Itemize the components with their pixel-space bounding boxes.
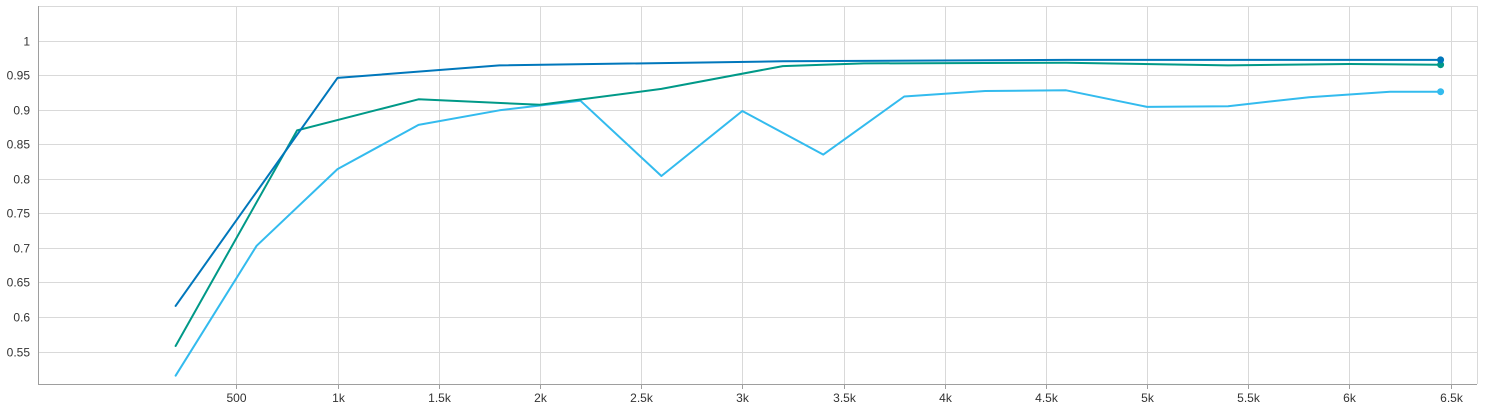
y-tick-label: 0.9 [13,104,30,118]
series-end-point-1[interactable] [1437,61,1445,69]
grid [38,6,1478,384]
y-tick-label: 0.55 [7,346,31,360]
y-tick-label: 0.6 [13,311,30,325]
x-tick-label: 5.5k [1237,391,1261,405]
x-tick-label: 4k [939,391,953,405]
x-tick-label: 6.5k [1440,391,1464,405]
x-tick-label: 3.5k [833,391,857,405]
series-line-1 [174,61,1442,347]
series-line-2 [174,89,1442,377]
y-tick-label: 0.95 [7,69,31,83]
x-tick-label: 4.5k [1035,391,1059,405]
axes [38,6,1477,389]
y-tick-label: 0.75 [7,207,31,221]
y-tick-label: 0.85 [7,138,31,152]
x-tick-label: 1k [332,391,346,405]
x-tick-label: 500 [226,391,246,405]
x-tick-label: 2k [534,391,548,405]
series-line-0 [174,58,1442,307]
y-tick-label: 0.8 [13,173,30,187]
x-tick-label: 1.5k [428,391,452,405]
y-tick-label: 0.65 [7,276,31,290]
y-tick-label: 1 [23,35,30,49]
series-end-point-2[interactable] [1437,88,1445,96]
x-tick-label: 3k [736,391,750,405]
y-tick-label: 0.7 [13,242,30,256]
x-tick-label: 2.5k [630,391,654,405]
x-tick-label: 6k [1343,391,1357,405]
series-layer [174,56,1445,377]
x-tick-label: 5k [1141,391,1155,405]
series-end-point-0[interactable] [1437,56,1445,64]
tick-labels: 0.55 0.6 0.65 0.7 0.75 0.8 0.85 0.9 0.95 1 500 1k 1.… [7,35,1464,406]
